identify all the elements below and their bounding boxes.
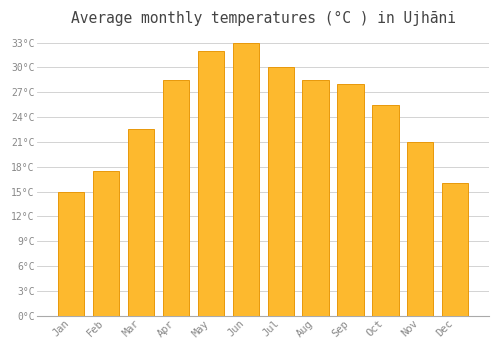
Bar xyxy=(198,51,224,316)
Bar xyxy=(232,42,259,316)
Title: Average monthly temperatures (°C ) in Ujhāni: Average monthly temperatures (°C ) in Uj… xyxy=(70,11,456,26)
Bar xyxy=(58,191,84,316)
Bar xyxy=(442,183,468,316)
Bar xyxy=(407,142,434,316)
Bar xyxy=(372,105,398,316)
Bar xyxy=(302,80,328,316)
Bar xyxy=(93,171,119,316)
Bar xyxy=(268,67,293,316)
Bar xyxy=(128,130,154,316)
Bar xyxy=(338,84,363,316)
Bar xyxy=(162,80,189,316)
